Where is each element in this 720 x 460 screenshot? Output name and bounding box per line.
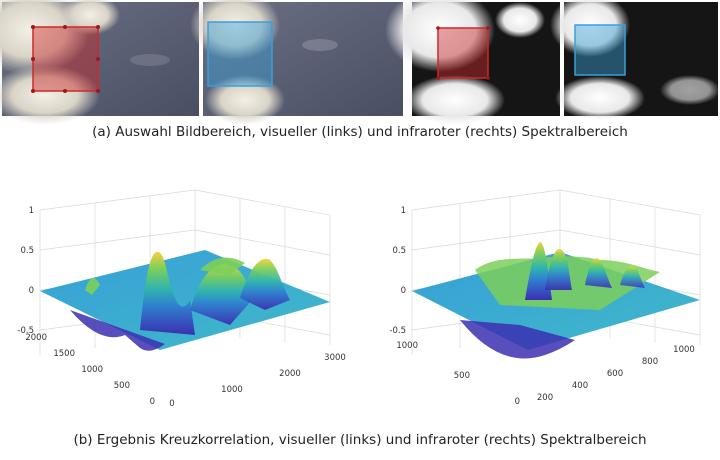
selection-rect-blue-infrared [574, 24, 626, 76]
y-axis-ticks: 0 500 1000 1500 2000 [25, 333, 155, 407]
infrared-image-2 [550, 0, 720, 120]
z-tick: -0.5 [389, 326, 406, 336]
infrared-image-1 [385, 0, 560, 125]
caption-b: (b) Ergebnis Kreuzkorrelation, visueller… [73, 432, 647, 448]
z-tick: 0 [29, 286, 34, 296]
visual-image-1 [0, 0, 199, 125]
x-tick: 800 [642, 357, 658, 367]
x-tick: 2000 [279, 369, 301, 379]
y-axis-ticks: 0 500 1000 [396, 341, 520, 407]
z-tick: 1 [401, 206, 406, 216]
x-tick: 600 [607, 369, 623, 379]
x-axis-ticks: 0 1000 2000 3000 [169, 353, 346, 409]
y-tick: 2000 [25, 333, 47, 343]
x-tick: 1000 [673, 345, 695, 355]
surface-plot-right: 1 0.5 0 -0.5 0 500 1000 200 400 600 800 … [389, 189, 701, 407]
z-axis-ticks: 1 0.5 0 -0.5 [17, 206, 34, 336]
selection-rect-red-visual [31, 25, 100, 93]
caption-a: (a) Auswahl Bildbereich, visueller (link… [92, 124, 628, 140]
surface-plot-left: 1 0.5 0 -0.5 0 500 1000 1500 2000 0 1000… [17, 189, 346, 409]
x-tick: 1000 [221, 385, 243, 395]
y-tick: 0 [150, 397, 155, 407]
y-tick: 1000 [396, 341, 418, 351]
z-tick: 0 [401, 286, 406, 296]
x-tick: 0 [169, 399, 174, 409]
z-tick: 1 [29, 206, 34, 216]
z-tick: 0.5 [392, 246, 406, 256]
y-tick: 1000 [81, 365, 103, 375]
z-tick: 0.5 [20, 246, 34, 256]
y-tick: 0 [515, 397, 520, 407]
y-tick: 1500 [53, 349, 75, 359]
y-tick: 500 [114, 381, 130, 391]
y-tick: 500 [454, 371, 470, 381]
x-tick: 3000 [324, 353, 346, 363]
surface-plots: 1 0.5 0 -0.5 0 500 1000 1500 2000 0 1000… [17, 189, 701, 409]
z-axis-ticks: 1 0.5 0 -0.5 [389, 206, 406, 336]
x-tick: 200 [537, 393, 553, 403]
z-tick: -0.5 [17, 326, 34, 336]
selection-rect-blue-visual [207, 21, 273, 87]
visual-image-2 [190, 0, 403, 125]
selection-rect-red-infrared [436, 26, 490, 80]
image-strip [0, 0, 720, 125]
x-tick: 400 [572, 381, 588, 391]
x-axis-ticks: 200 400 600 800 1000 [537, 345, 695, 403]
